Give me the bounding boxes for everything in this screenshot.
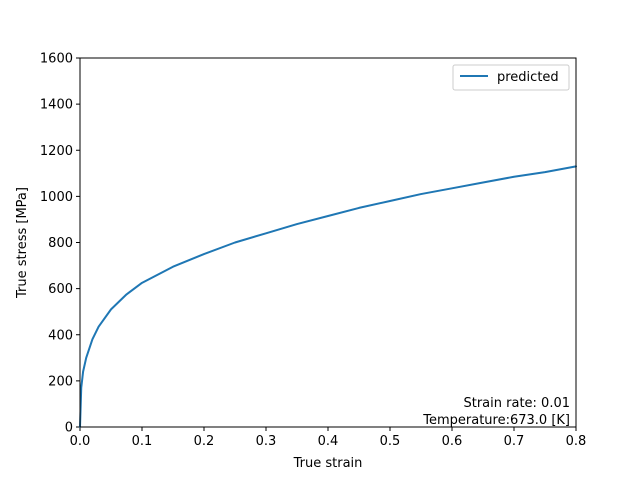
legend-entry-predicted: predicted (497, 70, 559, 85)
y-tick-label: 1600 (40, 52, 73, 67)
series-layer (79, 165, 577, 428)
x-tick-label: 0.3 (256, 434, 277, 449)
x-axis-label: True strain (293, 456, 363, 471)
y-tick-label: 800 (48, 236, 73, 251)
y-tick-label: 1200 (40, 144, 73, 159)
y-tick-label: 400 (48, 328, 73, 343)
x-tick-label: 0.1 (132, 434, 153, 449)
x-tick-label: 0.7 (504, 434, 525, 449)
y-axis-label: True stress [MPa] (15, 187, 30, 299)
ticks-layer: 0.0 0.1 0.2 0.3 0.4 0.5 0.6 0.7 0.8 0 200 400 600 800… (40, 52, 586, 450)
temperature-annotation: Temperature:673.0 [K] (422, 413, 570, 428)
y-tick-label: 0 (65, 421, 73, 436)
x-tick-label: 0.5 (380, 434, 401, 449)
x-tick-label: 0.6 (442, 434, 463, 449)
x-tick-label: 0.8 (566, 434, 587, 449)
y-tick-label: 1400 (40, 98, 73, 113)
plot-frame (79, 57, 577, 428)
x-tick-label: 0.4 (318, 434, 339, 449)
y-tick-label: 1000 (40, 190, 73, 205)
legend: predicted (452, 64, 570, 91)
x-tick-label: 0.0 (70, 434, 91, 449)
y-tick-label: 600 (48, 282, 73, 297)
legend-box (452, 64, 570, 91)
x-tick-label: 0.2 (194, 434, 215, 449)
series-line-predicted (79, 165, 577, 428)
y-tick-label: 200 (48, 374, 73, 389)
strain-rate-annotation: Strain rate: 0.01 (463, 396, 570, 411)
